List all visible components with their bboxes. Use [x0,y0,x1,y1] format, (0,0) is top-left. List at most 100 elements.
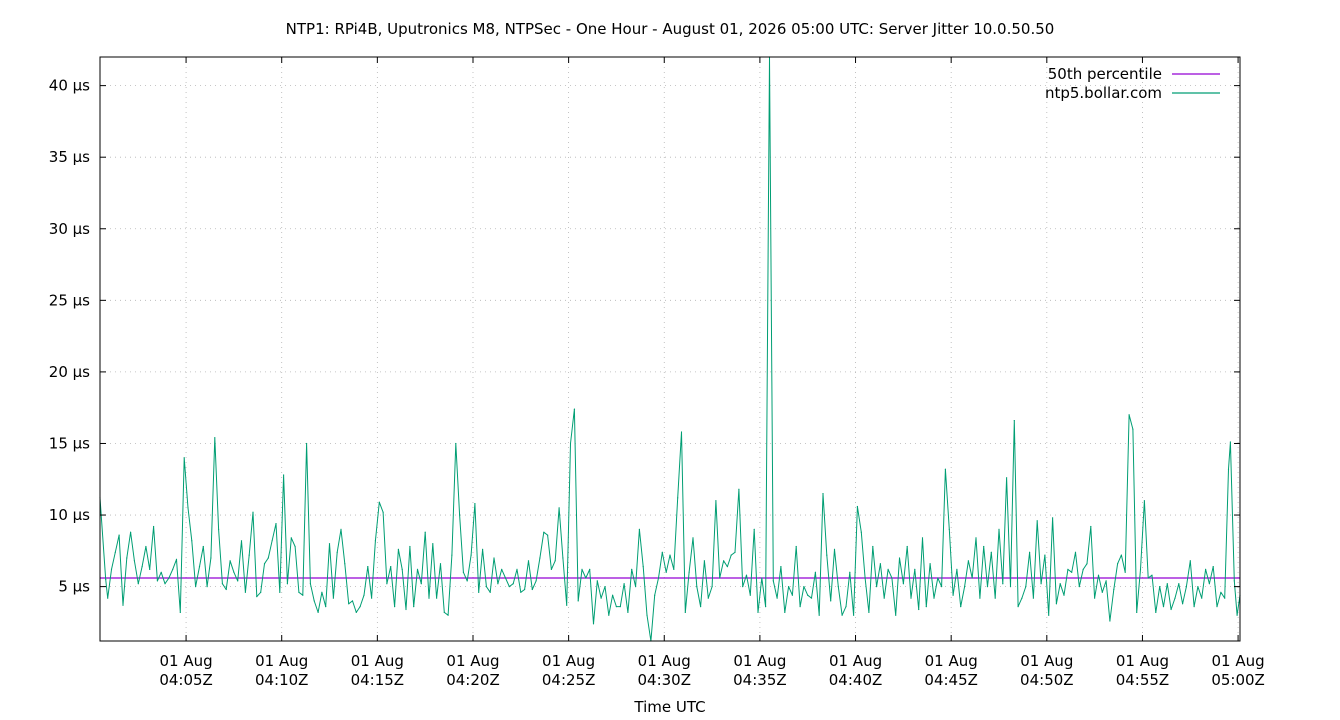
data-point [405,608,407,611]
data-point [1151,574,1153,576]
data-point [677,497,679,499]
data-point [1117,563,1119,565]
x-tick-label-date: 01 Aug [925,652,978,670]
data-point [585,577,587,579]
data-point [642,566,644,568]
data-point [589,568,591,571]
data-point [623,583,625,585]
data-point [581,568,583,571]
chart-title: NTP1: RPi4B, Uputronics M8, NTPSec - One… [286,20,1055,38]
data-point [876,586,878,588]
data-point [1224,597,1226,599]
data-point [294,545,296,548]
data-point [317,611,319,614]
data-point [749,594,751,596]
data-point [948,528,950,531]
data-point [302,594,304,596]
data-point [130,531,132,533]
data-point [784,611,786,614]
data-point [543,531,545,533]
data-point [654,594,656,596]
x-tick-label-time: 04:45Z [924,671,978,689]
data-point [1236,614,1238,616]
data-point [462,571,464,573]
data-point [420,583,422,585]
data-point [451,554,453,556]
data-point [1074,551,1077,553]
data-point [673,568,675,571]
data-point [730,554,732,556]
data-point [271,540,273,542]
data-point [225,588,227,591]
x-tick-label-time: 04:35Z [733,671,787,689]
data-point [1162,606,1165,608]
data-point [577,600,579,602]
data-point [332,597,334,599]
data-point [482,548,484,551]
data-point [921,537,924,539]
data-point [1143,500,1145,502]
data-point [105,578,107,581]
y-tick-label: 30 µs [49,220,90,238]
data-point [937,577,939,579]
data-point [757,611,759,614]
data-point [558,507,560,509]
data-point [1105,580,1107,582]
data-point [1139,568,1142,571]
data-point [971,577,973,579]
data-point [478,591,480,593]
data-point [566,604,568,606]
data-point [1025,586,1027,588]
data-point [1113,588,1115,591]
legend-label: ntp5.bollar.com [1045,84,1162,102]
data-point [527,560,530,562]
y-tick-label: 15 µs [49,434,90,452]
data-point [860,531,862,533]
data-point [761,577,763,579]
data-point [719,577,721,579]
data-point [401,568,403,571]
data-point [826,554,828,556]
data-point [244,591,246,593]
data-point [696,586,698,588]
data-point [600,597,602,599]
data-point [1201,597,1203,599]
data-point [233,571,235,573]
data-point [975,537,977,539]
data-point [895,614,897,616]
x-tick-label-time: 04:55Z [1116,671,1170,689]
data-point [772,580,774,582]
data-point [206,586,208,588]
data-point [849,571,851,573]
data-point [340,528,342,531]
data-point [742,586,744,588]
data-point [929,563,931,565]
data-point [845,606,847,608]
data-point [367,566,369,568]
data-point [914,568,916,571]
data-point [179,611,181,614]
data-point [424,531,426,533]
data-point [485,586,487,588]
data-point [306,442,308,445]
data-point [692,537,694,539]
x-tick-label-date: 01 Aug [446,652,499,670]
data-point [183,457,185,459]
data-point [501,568,503,571]
data-point [1229,441,1231,443]
data-point [386,583,388,585]
data-point [547,534,549,536]
data-point [1136,611,1138,614]
data-point [397,548,399,551]
data-point [810,597,813,599]
data-point [439,563,442,565]
data-point [1048,614,1050,616]
data-point [990,551,992,553]
x-tick-label-date: 01 Aug [638,652,691,670]
y-tick-label: 35 µs [49,148,90,166]
data-point [952,594,954,596]
data-point [351,600,354,602]
x-tick-label-time: 04:15Z [351,671,405,689]
data-point [795,545,797,548]
data-point [1021,597,1023,599]
